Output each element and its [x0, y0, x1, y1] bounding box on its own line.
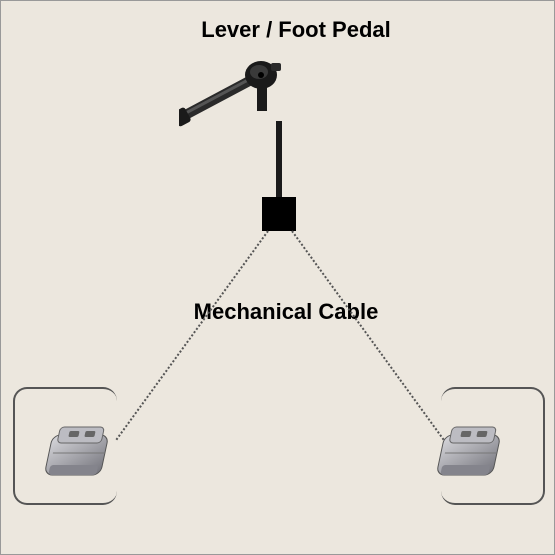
- shaft: [276, 121, 282, 199]
- caliper-left-icon: [43, 415, 123, 485]
- lever-label: Lever / Foot Pedal: [176, 17, 416, 43]
- lever-icon: [179, 47, 289, 127]
- cable-right: [291, 230, 444, 440]
- cable-left: [116, 230, 269, 440]
- caliper-right-icon: [435, 415, 515, 485]
- caliper-right-group: [423, 387, 543, 507]
- junction-box: [262, 197, 296, 231]
- caliper-left-group: [15, 387, 135, 507]
